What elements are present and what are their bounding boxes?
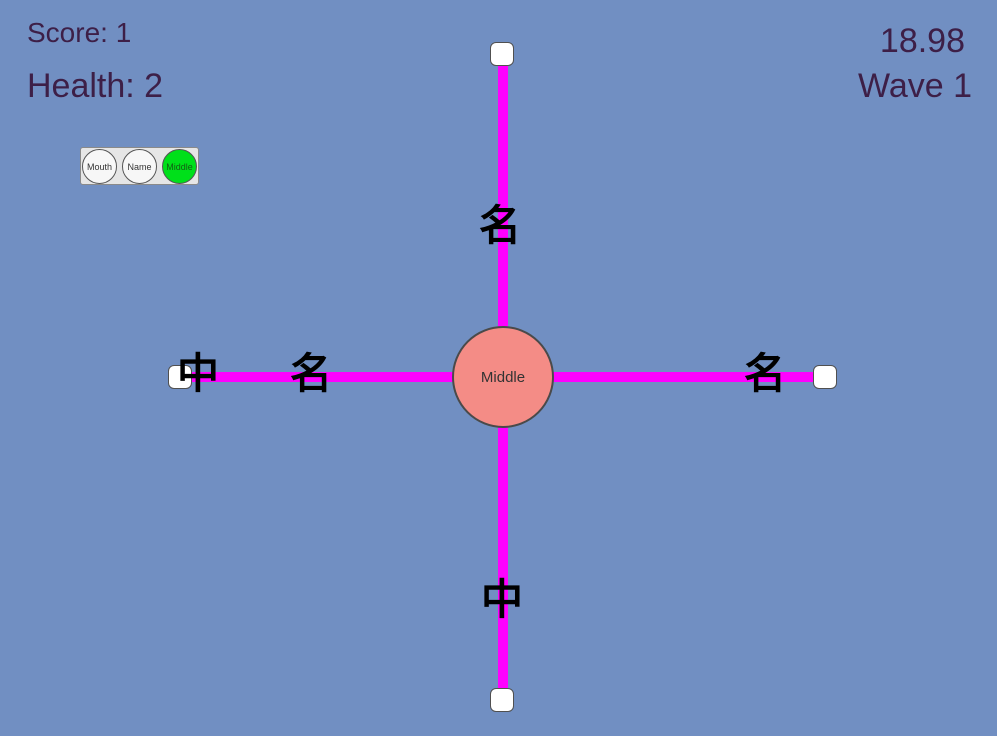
mode-selector: Mouth Name Middle bbox=[80, 147, 199, 185]
health-display: Health: 2 bbox=[27, 69, 163, 103]
enemy-character[interactable]: 中 bbox=[475, 573, 529, 627]
enemy-character[interactable]: 名 bbox=[738, 347, 792, 401]
mode-mouth-button[interactable]: Mouth bbox=[82, 149, 117, 184]
spawn-point-top bbox=[490, 42, 514, 66]
lane-top bbox=[498, 54, 508, 332]
timer-display: 18.98 bbox=[880, 24, 965, 58]
spawn-point-bottom bbox=[490, 688, 514, 712]
spawn-point-right bbox=[813, 365, 837, 389]
mode-name-button[interactable]: Name bbox=[122, 149, 157, 184]
center-target-label: Middle bbox=[481, 369, 525, 386]
score-display: Score: 1 bbox=[27, 19, 131, 47]
lane-bottom bbox=[498, 424, 508, 700]
wave-display: Wave 1 bbox=[858, 69, 972, 103]
enemy-character[interactable]: 名 bbox=[284, 347, 338, 401]
center-target[interactable]: Middle bbox=[452, 326, 554, 428]
enemy-character[interactable]: 中 bbox=[171, 347, 225, 401]
mode-middle-button[interactable]: Middle bbox=[162, 149, 197, 184]
enemy-character[interactable]: 名 bbox=[473, 199, 527, 253]
